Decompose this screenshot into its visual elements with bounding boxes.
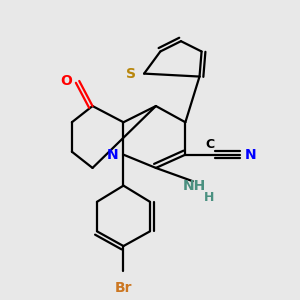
Text: NH: NH	[183, 178, 206, 193]
Text: N: N	[244, 148, 256, 162]
Text: N: N	[106, 148, 118, 162]
Text: S: S	[126, 67, 136, 81]
Text: H: H	[204, 191, 214, 204]
Text: C: C	[206, 138, 215, 151]
Text: Br: Br	[115, 281, 132, 296]
Text: O: O	[60, 74, 72, 88]
